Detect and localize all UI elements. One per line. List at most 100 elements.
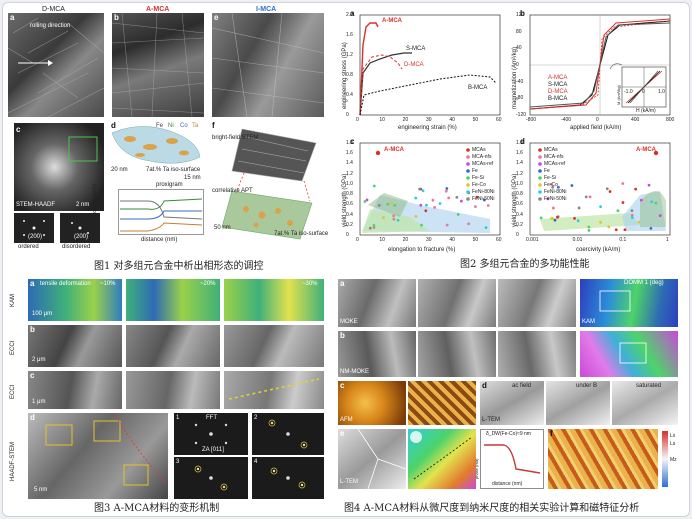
fig2c-legend-marker-3 — [466, 169, 470, 173]
fig2c-point-27 — [365, 198, 369, 202]
fig2d-point-2 — [570, 184, 574, 187]
fig2d-point-30 — [573, 216, 576, 220]
fig2d-legend-marker-6 — [538, 190, 542, 194]
fig2d-legend-5: Fe-Co — [544, 182, 558, 188]
fig2c-y-tick-9: 1.8 — [346, 140, 353, 146]
fig1-label-f: f — [212, 121, 215, 130]
fig1-fft-disordered — [60, 213, 100, 243]
fig2b-xlabel: applied field (kA/m) — [570, 125, 622, 131]
fig2d-point-9 — [650, 200, 654, 204]
fig4-panel-a-moke-1 — [338, 279, 416, 327]
fig3-label-b: b — [30, 325, 35, 334]
fig2a-series-d-mca — [359, 54, 403, 116]
fig2d-point-37 — [658, 214, 662, 218]
fig2b-y-tick-2: -40 — [516, 78, 524, 85]
fig2c-point-15 — [473, 205, 477, 209]
fig2c-point-13 — [459, 199, 463, 203]
fig3-panel-d-haadf — [28, 413, 168, 499]
fig1-ordered-label: ordered — [18, 244, 39, 250]
fig4-panel-b-moke-2 — [418, 331, 496, 377]
fig2d-point-27 — [556, 215, 559, 219]
fig2d-point-10 — [654, 201, 658, 205]
fig4-ls-label: Ls — [670, 441, 676, 447]
fig4-panel-d-ltem-3 — [612, 381, 678, 425]
fig3-scale-1um: 1 μm — [32, 399, 46, 405]
fig2a-x-tick-2: 20 — [402, 117, 409, 123]
fig2c-legend-7: FeNi-50Ni — [472, 196, 495, 202]
fig2a-legend-s-mca: S-MCA — [406, 46, 426, 52]
fig2d-y-tick-5: 1.0 — [516, 180, 523, 187]
fig2d-point-16 — [621, 182, 625, 185]
fig3-tensile-deformation: tensile deformation — [40, 281, 91, 287]
fig3-scale-5nm: 5 nm — [34, 487, 48, 493]
fig2d-legend-7: FeNi-50Ni — [544, 196, 567, 202]
fig2c-point-28 — [389, 201, 393, 205]
fig2a-y-tick-2: 0.8 — [346, 72, 353, 78]
fig2c-point-4 — [445, 187, 449, 190]
fig2d-point-18 — [551, 206, 555, 210]
fig2d-x-tick-0: 0.001 — [526, 237, 539, 243]
fig2d-legend-marker-0 — [538, 148, 542, 152]
fig3-fft-2 — [252, 413, 324, 455]
fig2b-y-tick-6: 120 — [516, 12, 525, 18]
fig2c-point-19 — [414, 214, 418, 218]
fig2c-point-16 — [438, 202, 442, 205]
fig2b-series-d-mca — [529, 20, 671, 110]
fig3-panel-b-ecci-1 — [28, 325, 122, 367]
fig2d-y-tick-7: 1.4 — [516, 160, 523, 167]
fig2b-inset-ylabel: M (Am²/kg) — [616, 85, 621, 105]
fig4-label-c: c — [340, 381, 345, 390]
fig1-distance-xlabel: distance (nm) — [141, 237, 178, 243]
fig3-quad-4: 4 — [254, 459, 258, 465]
fig4-panel-d-ltem-1 — [480, 381, 544, 425]
fig4-panel-e-ltem — [338, 429, 406, 489]
fig2c-point-6 — [433, 206, 437, 209]
fig3-za-label: ZA [011] — [202, 447, 224, 453]
fig4-panel-d-ltem-2 — [546, 381, 610, 425]
fig2c-point-12 — [431, 198, 435, 202]
fig2a-y-tick-5: 2.0 — [346, 12, 353, 18]
fig1-elem-co: Co — [180, 123, 188, 129]
fig2a-legend-a-mca: A-MCA — [382, 18, 402, 24]
fig3-panel-b-ecci-2 — [126, 325, 220, 367]
fig2-label-c: c — [350, 137, 355, 146]
fig2d-y-tick-4: 0.8 — [516, 191, 523, 198]
fig3-fft-1 — [174, 413, 248, 455]
fig1-panel-d-apt — [110, 123, 202, 167]
fig2b-x-tick-0: -800 — [526, 117, 537, 123]
fig2d-point-3 — [576, 219, 580, 223]
fig2d-legend-1: MCA-nfs — [544, 154, 564, 160]
fig2d-point-15 — [587, 225, 591, 229]
fig4-distance-label: distance (nm) — [492, 481, 523, 487]
fig2-label-b: b — [520, 9, 525, 18]
fig1-title-a-mca: A-MCA — [146, 6, 170, 13]
fig1-label-c: c — [16, 125, 21, 134]
fig4-ac-field: ac field — [512, 383, 532, 389]
fig4-label-d: d — [482, 381, 487, 390]
fig1-elem-fe: Fe — [156, 123, 164, 129]
fig3-fft-3 — [174, 457, 248, 499]
fig4-panel-a-kam — [580, 279, 678, 327]
fig1-rolling-direction: rolling direction — [30, 23, 71, 29]
fig2-label-a: a — [350, 9, 355, 18]
fig2a-series-a-mca — [359, 22, 379, 116]
fig2a-x-tick-6: 60 — [496, 117, 502, 123]
fig2d-point-19 — [553, 218, 557, 222]
fig2c-x-tick-4: 40 — [449, 237, 455, 243]
fig2c-point-14 — [372, 226, 376, 230]
fig2c-y-tick-2: 0.4 — [346, 211, 353, 218]
fig1-scale-50nm: 50 nm — [214, 225, 231, 231]
fig2b-x-tick-2: 0 — [596, 117, 599, 123]
fig2d-x-tick-3: 1 — [666, 237, 669, 243]
fig2c-y-tick-7: 1.4 — [346, 160, 353, 167]
fig2c-x-tick-2: 20 — [402, 237, 409, 243]
fig2d-legend-6: FeNi-80Ni — [544, 189, 567, 195]
figure-3: a tensile deformation ~10% ~20% ~30% 100… — [6, 275, 331, 514]
fig2c-point-1 — [393, 203, 397, 207]
fig2c-point-23 — [392, 217, 396, 221]
fig1-panel-a-micrograph — [8, 13, 104, 117]
fig1-scale-20nm: 20 nm — [111, 167, 128, 173]
fig2c-point-21 — [425, 203, 428, 207]
fig4-caption: 图4 A-MCA材料从微尺度到纳米尺度的相关实验计算和磁特征分析 — [344, 503, 640, 514]
fig2c-point-17 — [444, 189, 448, 193]
